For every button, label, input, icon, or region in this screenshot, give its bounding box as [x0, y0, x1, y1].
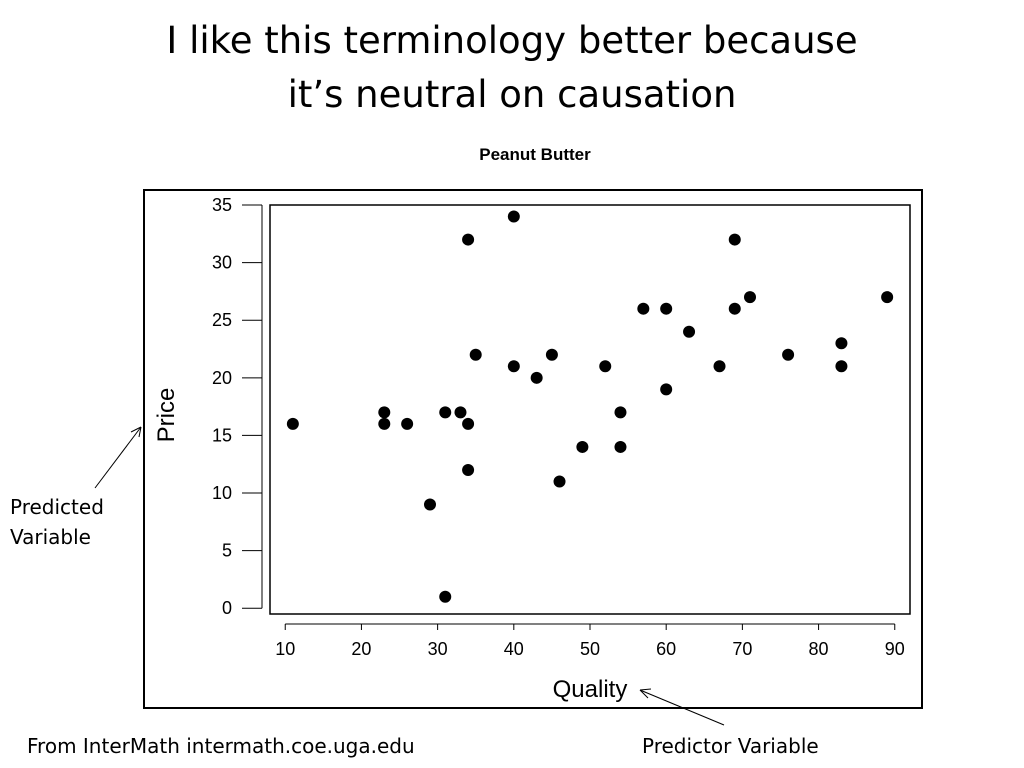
data-point [881, 291, 894, 304]
x-tick-label: 90 [885, 639, 905, 659]
x-tick-label: 40 [504, 639, 524, 659]
data-point [439, 406, 452, 419]
slide-title: I like this terminology better because i… [0, 14, 1024, 122]
data-point [507, 360, 520, 373]
callout-arrows [94, 426, 725, 726]
x-tick-label: 80 [809, 639, 829, 659]
y-tick-label: 5 [222, 541, 232, 561]
data-point [835, 337, 848, 350]
data-point [576, 440, 589, 453]
data-point [545, 348, 558, 361]
data-point [728, 233, 741, 246]
data-point [507, 210, 520, 223]
data-point [378, 417, 391, 430]
predictor-arrow-line [639, 689, 725, 726]
x-tick-label: 10 [275, 639, 295, 659]
data-point [614, 406, 627, 419]
plot-area-border [269, 204, 911, 615]
y-tick-label: 20 [212, 368, 232, 388]
chart-title: Peanut Butter [479, 145, 591, 164]
x-axis-label: Quality [553, 676, 628, 703]
data-point [462, 233, 475, 246]
data-point [660, 302, 673, 315]
data-point [462, 417, 475, 430]
data-point [599, 360, 612, 373]
predicted-variable-callout: Predicted Variable [10, 492, 104, 552]
predictor-arrow-head [639, 688, 652, 699]
data-point [637, 302, 650, 315]
data-point [614, 440, 627, 453]
data-point [744, 291, 756, 304]
data-point [286, 417, 299, 430]
y-tick-label: 0 [222, 598, 232, 618]
data-point [530, 371, 543, 384]
y-tick-label: 25 [212, 310, 232, 330]
y-tick-label: 30 [212, 253, 232, 273]
slide-title-line-1: I like this terminology better because [166, 19, 858, 62]
data-point [454, 406, 467, 419]
data-point [713, 360, 726, 373]
y-axis-label: Price [153, 388, 180, 443]
source-note: From InterMath intermath.coe.uga.edu [27, 734, 415, 758]
predictor-variable-callout: Predictor Variable [642, 734, 819, 758]
predicted-label-line-2: Variable [10, 525, 91, 549]
x-tick-label: 20 [351, 639, 371, 659]
data-point [462, 463, 475, 476]
x-tick-label: 30 [428, 639, 448, 659]
data-point [660, 383, 673, 396]
predicted-arrow-head [130, 426, 142, 438]
predicted-arrow-line [94, 426, 142, 489]
data-point [469, 348, 482, 361]
data-point [728, 302, 741, 315]
data-point [439, 590, 452, 603]
data-point [424, 498, 436, 511]
data-point [553, 475, 566, 488]
slide-title-line-2: it’s neutral on causation [287, 73, 737, 116]
chart-frame [143, 189, 923, 709]
data-point [782, 348, 795, 361]
y-tick-label: 10 [212, 483, 232, 503]
y-tick-label: 35 [212, 195, 232, 215]
data-point [683, 325, 696, 338]
predicted-label-line-1: Predicted [10, 495, 104, 519]
data-point [401, 417, 414, 430]
data-point [835, 360, 848, 373]
x-tick-label: 60 [656, 639, 676, 659]
x-tick-label: 70 [732, 639, 752, 659]
y-tick-label: 15 [212, 425, 232, 445]
data-point [378, 406, 391, 419]
x-tick-label: 50 [580, 639, 600, 659]
